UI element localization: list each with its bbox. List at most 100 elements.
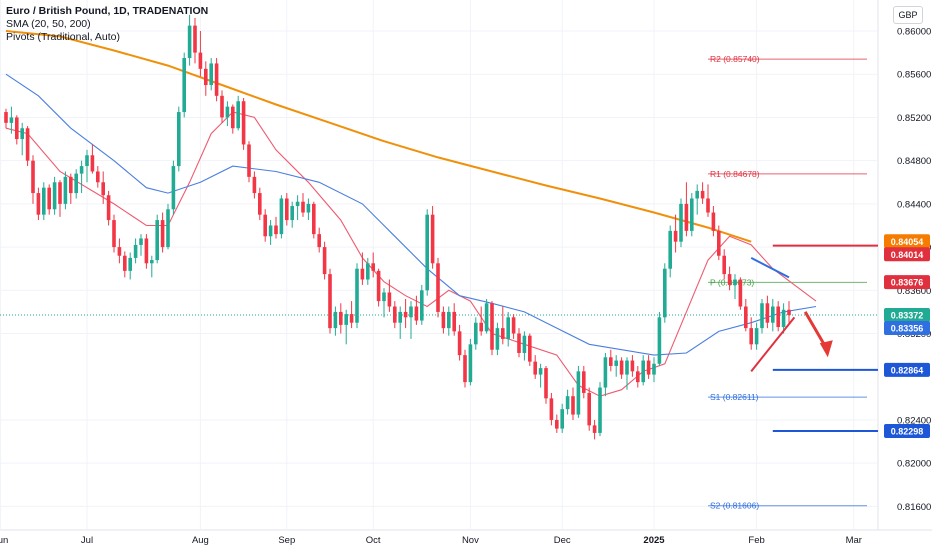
candle-body — [360, 268, 365, 280]
candle-body — [36, 193, 41, 215]
candle-body — [252, 176, 257, 194]
time-tick-label: Jun — [0, 535, 8, 546]
time-tick-label: Dec — [554, 535, 571, 546]
time-tick-label: Sep — [278, 535, 295, 546]
candle-body — [150, 260, 154, 264]
candle-body — [776, 306, 780, 328]
candle-body — [706, 198, 710, 213]
candle-body — [90, 155, 95, 172]
candle-body — [760, 303, 764, 329]
candle-body — [636, 371, 640, 383]
candle-body — [96, 171, 100, 183]
candle-body — [576, 371, 581, 415]
candle-body — [511, 317, 516, 334]
candle-body — [490, 303, 494, 350]
candle-body — [738, 279, 743, 307]
candle-body — [128, 257, 132, 271]
candle-body — [457, 331, 462, 356]
pivots-legend[interactable]: Pivots (Traditional, Auto) — [6, 31, 120, 43]
candle-body — [663, 268, 667, 318]
down-arrow-shaft — [803, 311, 828, 349]
candle-body — [609, 357, 613, 366]
chart-legend: Euro / British Pound, 1D, TRADENATION SM… — [6, 5, 208, 44]
candle-body — [598, 387, 602, 433]
candle-body — [544, 368, 548, 399]
price-tick-label: 0.82000 — [897, 459, 931, 470]
candle-body — [587, 392, 591, 426]
candle-body — [474, 322, 478, 345]
candle-body — [652, 363, 656, 375]
candle-body — [4, 112, 8, 123]
candle-body — [409, 306, 413, 318]
candle-body — [495, 328, 500, 350]
candles[interactable] — [4, 14, 791, 440]
candle-body — [69, 176, 73, 194]
candle-body — [501, 328, 505, 339]
candle-body — [263, 214, 267, 237]
candle-body — [376, 270, 381, 302]
candle-body — [781, 309, 786, 328]
candle-body — [112, 220, 116, 248]
candle-body — [641, 360, 645, 383]
candle-body — [268, 225, 273, 237]
candle-body — [711, 212, 716, 231]
pivot-label: S1 (0.82611) — [710, 392, 759, 402]
sma-legend[interactable]: SMA (20, 50, 200) — [6, 18, 91, 30]
drawings[interactable] — [750, 257, 833, 372]
candle-body — [625, 360, 629, 375]
price-tick-label: 0.84400 — [897, 199, 931, 210]
time-tick-label: Aug — [192, 535, 209, 546]
candle-body — [144, 238, 149, 264]
price-tick-label: 0.81600 — [897, 502, 931, 513]
time-tick-label: Feb — [748, 535, 764, 546]
candle-body — [447, 311, 451, 329]
candle-body — [484, 303, 489, 332]
price-tag-label: 0.84054 — [891, 237, 924, 247]
candle-body — [344, 314, 348, 325]
candle-body — [771, 306, 775, 323]
candle-body — [274, 225, 278, 235]
price-tag-label: 0.83356 — [891, 323, 924, 333]
candle-body — [717, 230, 721, 256]
currency-badge[interactable]: GBP — [893, 6, 923, 24]
candle-body — [592, 425, 597, 433]
price-tag — [884, 423, 930, 438]
candle-body — [414, 306, 419, 321]
candle-body — [106, 195, 111, 221]
price-tag — [884, 234, 930, 249]
candle-body — [58, 182, 62, 204]
candle-body — [522, 335, 527, 353]
price-tag — [884, 275, 930, 290]
levels: R2 (0.85740) R1 (0.84678) P (0.83673) S1 (0… — [0, 54, 878, 511]
candle-body — [241, 101, 246, 145]
candle-body — [31, 160, 35, 194]
candle-body — [101, 182, 105, 196]
candle-body — [258, 193, 262, 215]
candle-body — [328, 274, 332, 329]
symbol-title[interactable]: Euro / British Pound, 1D, TRADENATION — [6, 5, 209, 17]
candle-body — [430, 214, 435, 264]
price-tags: 0.84054 0.84014 0.83676 0.83372 0.83356 0.828… — [884, 234, 930, 438]
candle-body — [425, 214, 429, 291]
price-tag-label: 0.84014 — [891, 250, 924, 260]
candle-body — [225, 106, 230, 118]
price-tag — [884, 362, 930, 377]
time-axis[interactable]: Jun Jul Aug Sep Oct Nov Dec 2025 Feb Mar — [0, 535, 862, 546]
down-arrow-head — [819, 340, 833, 358]
candle-body — [79, 166, 84, 174]
candle-body — [171, 166, 176, 210]
candle-body — [160, 220, 165, 248]
candle-body — [63, 176, 68, 204]
candle-body — [528, 335, 532, 362]
candle-body — [619, 360, 624, 375]
candle-body — [187, 25, 192, 59]
price-tag — [884, 307, 930, 322]
candle-body — [47, 187, 51, 210]
price-tag-label: 0.82298 — [891, 426, 924, 436]
candle-body — [166, 209, 170, 248]
candle-body — [139, 238, 143, 245]
candle-body — [322, 247, 327, 275]
candle-body — [614, 360, 618, 366]
candle-body — [657, 317, 662, 364]
